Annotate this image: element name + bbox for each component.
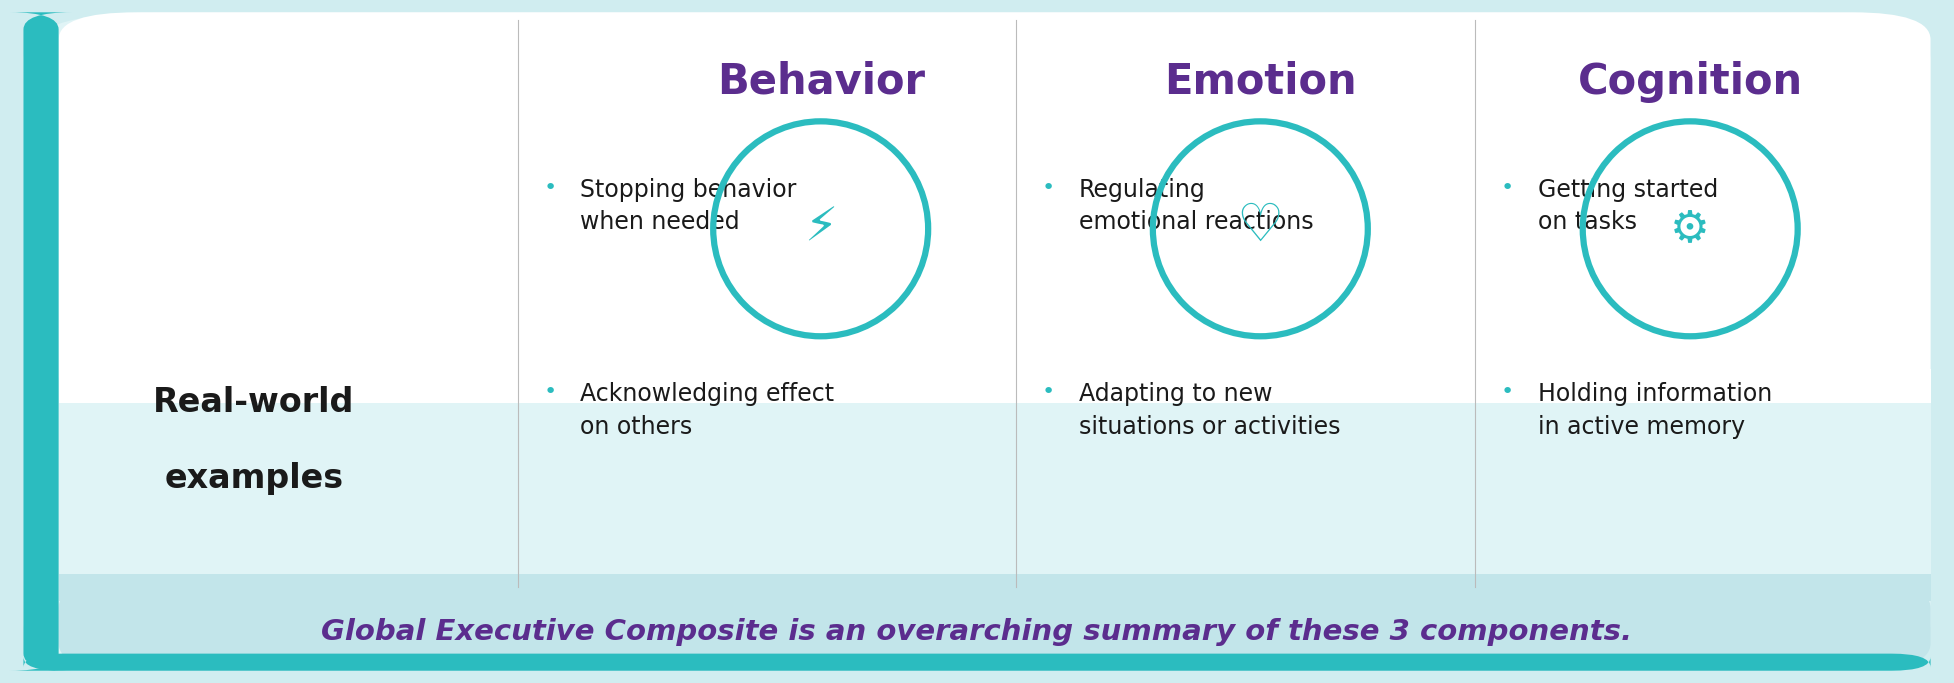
Text: ⚡: ⚡: [805, 206, 836, 251]
Text: Real-world: Real-world: [152, 387, 356, 419]
Text: •: •: [1041, 382, 1055, 402]
FancyBboxPatch shape: [23, 12, 1931, 671]
Text: •: •: [1501, 382, 1514, 402]
FancyBboxPatch shape: [59, 369, 1931, 403]
Text: Regulating
emotional reactions: Regulating emotional reactions: [1079, 178, 1313, 234]
FancyBboxPatch shape: [59, 403, 1931, 587]
Text: Acknowledging effect
on others: Acknowledging effect on others: [580, 382, 834, 439]
Text: ♡: ♡: [1237, 199, 1284, 251]
FancyBboxPatch shape: [10, 12, 72, 671]
Text: •: •: [543, 382, 557, 402]
Text: examples: examples: [164, 462, 344, 494]
Text: Adapting to new
situations or activities: Adapting to new situations or activities: [1079, 382, 1340, 439]
Text: Stopping behavior
when needed: Stopping behavior when needed: [580, 178, 797, 234]
Text: Emotion: Emotion: [1165, 61, 1356, 103]
Text: Getting started
on tasks: Getting started on tasks: [1538, 178, 1718, 234]
Text: ⚙: ⚙: [1671, 208, 1710, 250]
FancyBboxPatch shape: [59, 12, 1931, 403]
Text: Holding information
in active memory: Holding information in active memory: [1538, 382, 1772, 439]
Text: •: •: [543, 178, 557, 197]
FancyBboxPatch shape: [59, 574, 1931, 601]
Text: Global Executive Composite is an overarching summary of these 3 components.: Global Executive Composite is an overarc…: [322, 618, 1632, 645]
Text: •: •: [1041, 178, 1055, 197]
FancyBboxPatch shape: [59, 581, 1931, 671]
Text: Behavior: Behavior: [717, 61, 924, 103]
FancyBboxPatch shape: [23, 654, 1931, 671]
Text: Cognition: Cognition: [1577, 61, 1804, 103]
Text: •: •: [1501, 178, 1514, 197]
